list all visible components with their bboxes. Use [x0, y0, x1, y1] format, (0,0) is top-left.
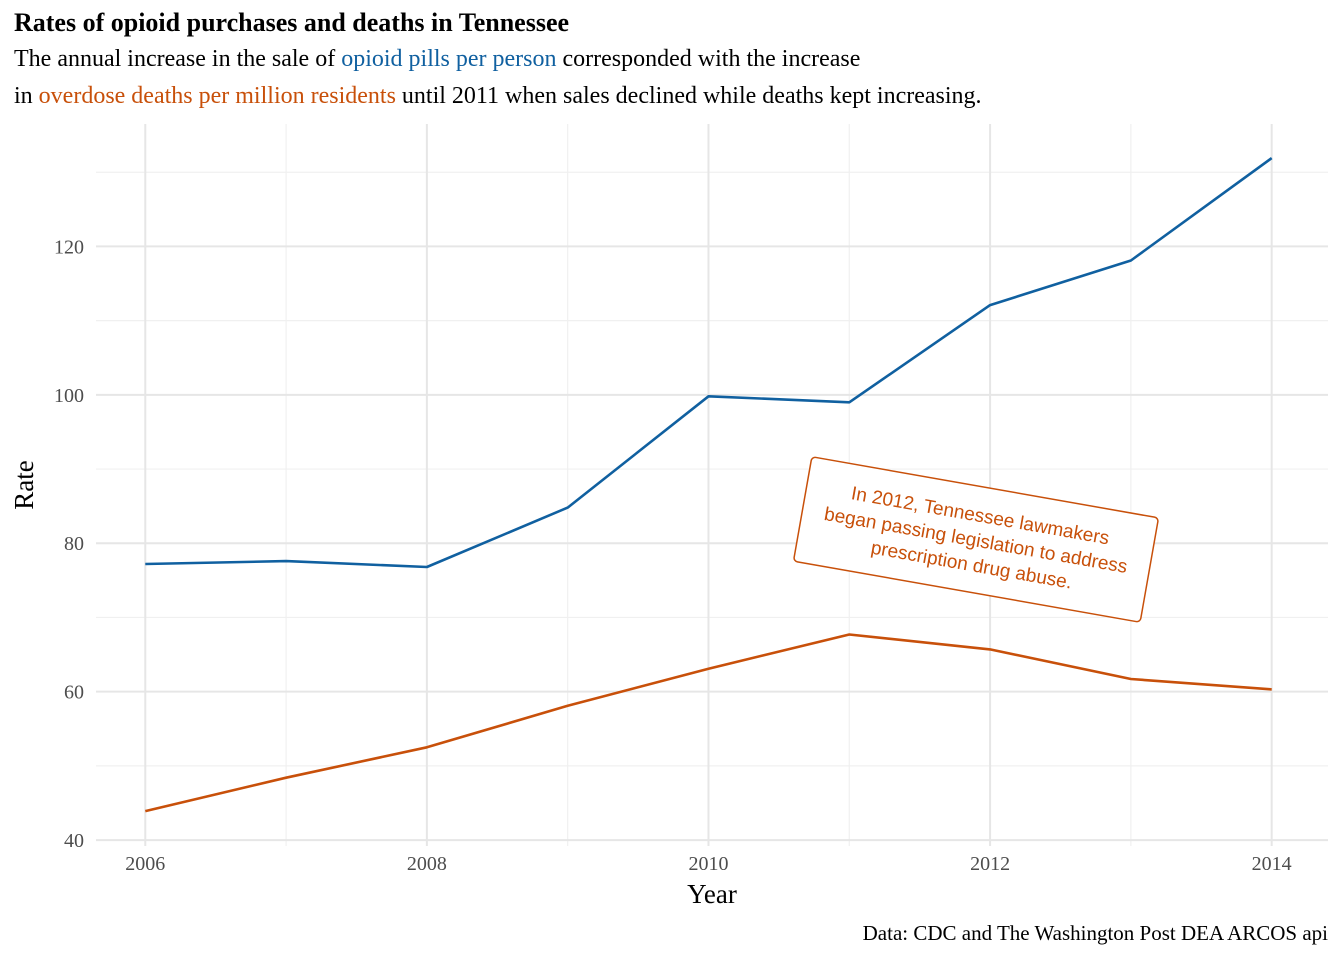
x-axis-title: Year	[687, 879, 737, 909]
series-line-deaths	[144, 633, 1272, 813]
grid-minor	[96, 124, 1328, 846]
series-line-pills	[145, 157, 1273, 569]
chart-caption: Data: CDC and The Washington Post DEA AR…	[862, 921, 1328, 945]
subtitle-line-1-prefix: The annual increase in the sale of	[14, 46, 342, 72]
chart-title: Rates of opioid purchases and deaths in …	[14, 8, 570, 37]
x-tick-label: 2008	[407, 853, 447, 875]
subtitle-line-2-prefix: in	[14, 83, 39, 109]
x-tick-label: 2014	[1252, 853, 1292, 875]
x-tick-label: 2006	[125, 853, 165, 875]
x-tick-label: 2012	[970, 853, 1010, 875]
x-axis-ticks: 2006 2008 2010 2012 2014	[125, 853, 1291, 875]
y-tick-label: 100	[54, 385, 84, 407]
chart-subtitle-line-1: The annual increase in the sale of opioi…	[14, 46, 860, 73]
y-axis-ticks: 40 60 80 100 120	[54, 236, 84, 852]
subtitle-pills-highlight: opioid pills per person	[341, 46, 557, 72]
x-tick-label: 2010	[688, 853, 728, 875]
subtitle-deaths-highlight: overdose deaths per million residents	[38, 83, 396, 109]
chart-subtitle-line-2: in overdose deaths per million residents…	[14, 83, 982, 110]
y-tick-label: 120	[54, 236, 84, 258]
y-axis-title: Rate	[9, 460, 39, 509]
annotation-box	[793, 456, 1159, 623]
series-lines	[144, 157, 1273, 813]
y-tick-label: 40	[64, 830, 84, 852]
y-tick-label: 80	[64, 533, 84, 555]
y-tick-label: 60	[64, 682, 84, 704]
subtitle-line-2-suffix: until 2011 when sales declined while dea…	[395, 83, 982, 109]
grid-major	[96, 124, 1328, 846]
subtitle-line-1-suffix: corresponded with the increase	[556, 46, 861, 72]
